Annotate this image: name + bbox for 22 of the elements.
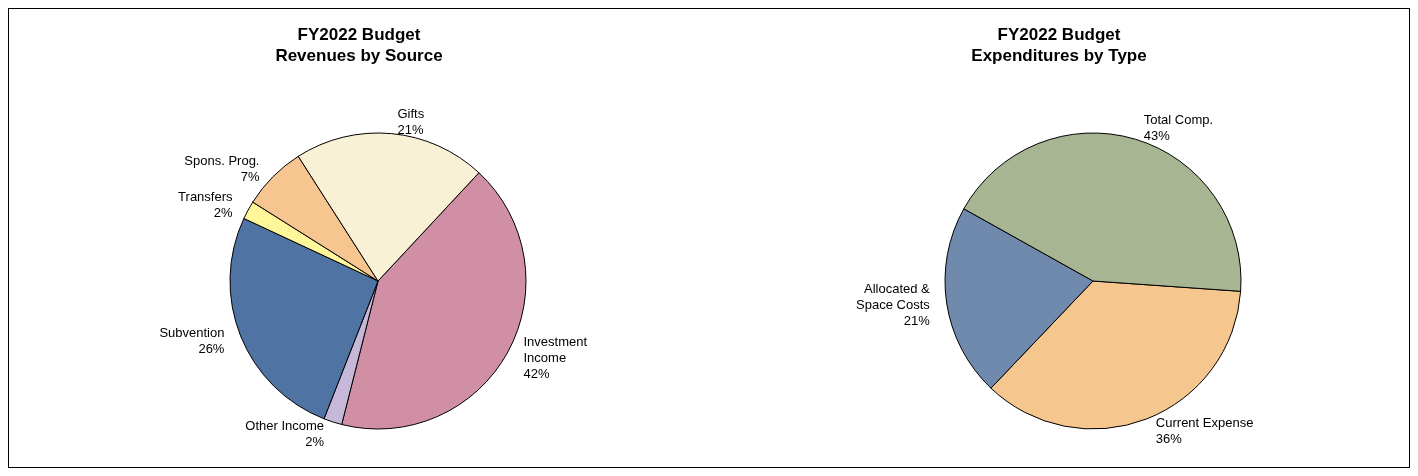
data-label: 21% <box>397 122 424 138</box>
slice-label: Allocated & Space Costs <box>856 281 931 313</box>
data-label: 43% <box>1143 128 1171 144</box>
slice-label: Investment Income <box>523 334 588 366</box>
chart-subtitle: Expenditures by Type <box>971 46 1147 65</box>
slice-label: Other Income <box>245 417 325 433</box>
data-label: 26% <box>198 340 225 356</box>
slice-label: Spons. Prog. <box>184 152 260 168</box>
data-label: 42% <box>523 366 550 382</box>
chart-title: FY2022 Budget <box>997 25 1121 44</box>
slice-label: Gifts <box>397 106 425 122</box>
data-label: 21% <box>903 313 931 329</box>
slice-label: Subvention <box>159 324 225 340</box>
slice-label: Current Expense <box>1155 414 1254 430</box>
data-label: 7% <box>240 168 260 184</box>
chart-title: FY2022 Budget <box>297 25 421 44</box>
data-label: 2% <box>305 433 325 449</box>
slice-label: Total Comp. <box>1143 112 1214 128</box>
slice-label: Transfers <box>178 188 234 204</box>
chart-subtitle: Revenues by Source <box>275 46 443 65</box>
data-label: 36% <box>1155 430 1183 446</box>
data-label: 2% <box>213 204 233 220</box>
